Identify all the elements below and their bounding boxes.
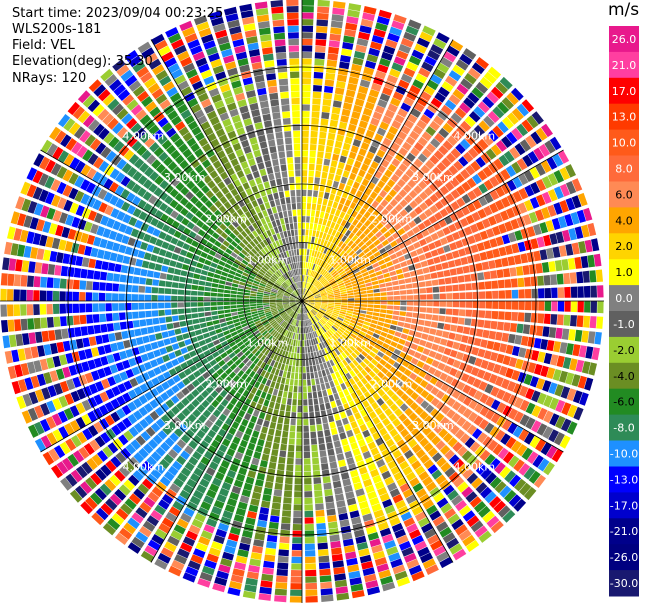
range-ring-label: 3.00km bbox=[412, 171, 454, 184]
range-ring-label: 4.00km bbox=[123, 461, 165, 474]
azimuth-line bbox=[150, 39, 303, 302]
field-text: Field: VEL bbox=[12, 38, 75, 53]
range-ring bbox=[243, 242, 361, 360]
range-ring-label: 1.00km bbox=[329, 336, 371, 349]
elevation-text: Elevation(deg): 35.30 bbox=[12, 54, 153, 69]
range-ring-label: 4.00km bbox=[454, 130, 496, 143]
start-time-text: Start time: 2023/09/04 00:23:25 bbox=[12, 6, 224, 21]
azimuth-line bbox=[40, 300, 303, 453]
range-ring-label: 3.00km bbox=[164, 419, 206, 432]
range-ring-label: 2.00km bbox=[205, 378, 247, 391]
range-ring-label: 2.00km bbox=[371, 378, 413, 391]
range-ring-label: 1.00km bbox=[329, 254, 371, 267]
range-ring-label: 3.00km bbox=[164, 171, 206, 184]
range-ring-label: 3.00km bbox=[412, 419, 454, 432]
nrays-text: NRays: 120 bbox=[12, 71, 87, 86]
station-text: WLS200s-181 bbox=[12, 22, 102, 37]
range-ring bbox=[184, 183, 420, 419]
range-ring-label: 2.00km bbox=[205, 212, 247, 225]
range-ring bbox=[67, 66, 537, 536]
range-ring-label: 4.00km bbox=[454, 461, 496, 474]
colorbar-unit: m/s bbox=[608, 0, 640, 20]
azimuth-line bbox=[150, 300, 303, 563]
range-ring-label: 2.00km bbox=[371, 212, 413, 225]
azimuth-line bbox=[301, 149, 564, 302]
azimuth-line bbox=[301, 39, 454, 302]
range-ring-label: 1.00km bbox=[247, 336, 289, 349]
azimuth-line bbox=[40, 149, 303, 302]
azimuth-line bbox=[301, 300, 454, 563]
azimuth-line bbox=[301, 300, 564, 453]
azimuth-lines bbox=[0, 0, 604, 603]
range-ring-label: 1.00km bbox=[247, 254, 289, 267]
range-ring-label: 4.00km bbox=[123, 130, 165, 143]
range-ring bbox=[126, 125, 478, 477]
